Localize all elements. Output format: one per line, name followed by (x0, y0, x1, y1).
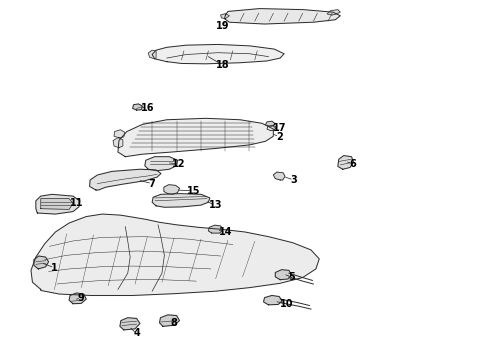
Text: 7: 7 (149, 179, 155, 189)
Polygon shape (275, 270, 292, 280)
Polygon shape (220, 14, 229, 19)
Text: 15: 15 (187, 186, 200, 196)
Text: 3: 3 (291, 175, 297, 185)
Polygon shape (114, 130, 125, 138)
Text: 9: 9 (78, 293, 85, 303)
Polygon shape (118, 118, 273, 157)
Polygon shape (133, 104, 143, 110)
Polygon shape (164, 185, 179, 194)
Text: 8: 8 (171, 319, 177, 328)
Polygon shape (113, 138, 123, 148)
Text: 1: 1 (51, 263, 58, 273)
Text: 13: 13 (209, 200, 222, 210)
Polygon shape (120, 318, 140, 330)
Polygon shape (273, 172, 285, 180)
Polygon shape (148, 50, 156, 59)
Polygon shape (31, 214, 319, 296)
Text: 17: 17 (272, 123, 286, 133)
Text: 11: 11 (70, 198, 83, 208)
Polygon shape (264, 296, 282, 305)
Text: 2: 2 (276, 132, 283, 142)
Polygon shape (159, 315, 179, 326)
Text: 18: 18 (216, 60, 230, 70)
Polygon shape (90, 169, 161, 190)
Polygon shape (69, 293, 86, 304)
Polygon shape (152, 194, 210, 207)
Polygon shape (145, 157, 177, 171)
Polygon shape (208, 225, 223, 233)
Polygon shape (36, 194, 80, 214)
Polygon shape (327, 10, 340, 15)
Polygon shape (267, 126, 276, 131)
Text: 6: 6 (349, 159, 356, 169)
Text: 19: 19 (216, 21, 230, 31)
Text: 16: 16 (141, 103, 154, 113)
Polygon shape (224, 9, 340, 24)
Text: 5: 5 (288, 272, 295, 282)
Text: 10: 10 (280, 299, 294, 309)
Polygon shape (41, 199, 73, 210)
Text: 12: 12 (172, 159, 186, 169)
Text: 4: 4 (133, 328, 140, 338)
Polygon shape (338, 156, 353, 169)
Polygon shape (266, 121, 275, 126)
Polygon shape (152, 44, 284, 64)
Polygon shape (34, 256, 49, 269)
Text: 14: 14 (219, 227, 232, 237)
